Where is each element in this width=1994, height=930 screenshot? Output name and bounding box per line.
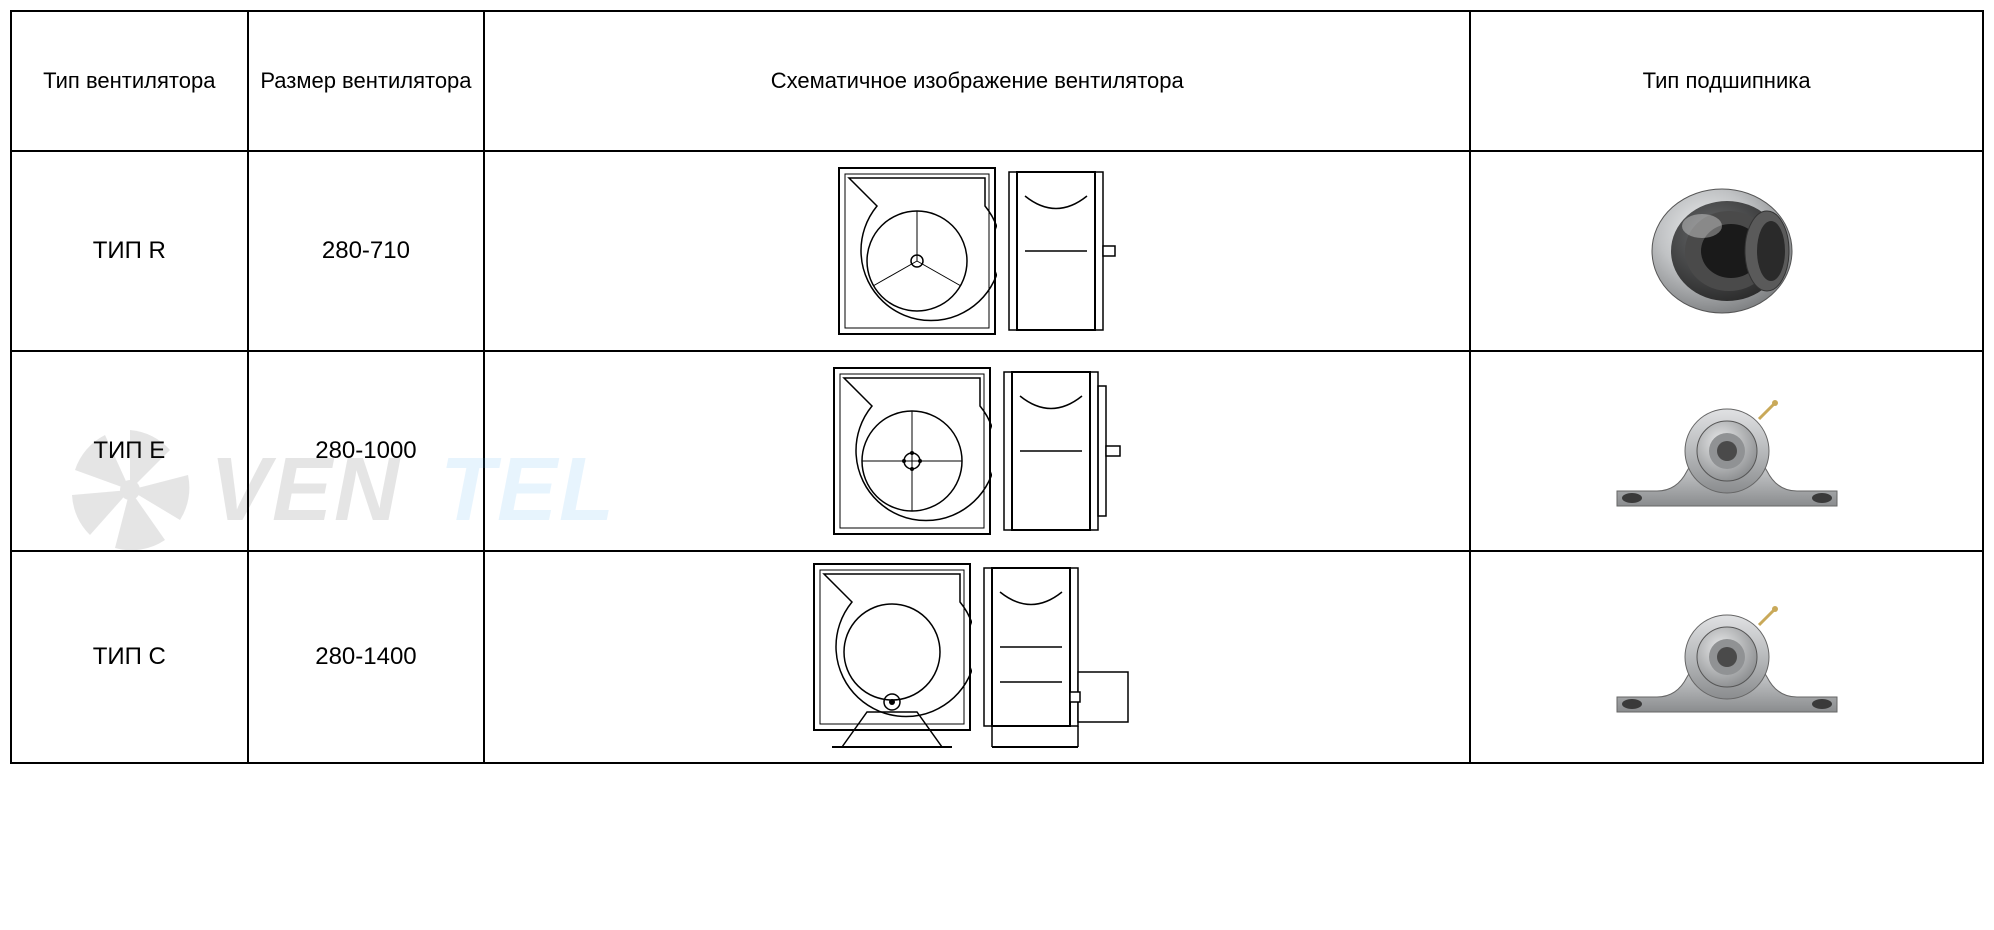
cell-schematic <box>484 351 1470 551</box>
table-row: ТИП E 280-1000 <box>11 351 1983 551</box>
header-bearing-type: Тип подшипника <box>1470 11 1983 151</box>
header-fan-type: Тип вентилятора <box>11 11 248 151</box>
fan-schematic-side-icon <box>1007 166 1117 336</box>
fan-schematic-front-icon <box>812 562 972 752</box>
cell-bearing <box>1470 551 1983 763</box>
fan-schematic-front-icon <box>832 366 992 536</box>
fan-schematic-front-icon <box>837 166 997 336</box>
header-row: Тип вентилятора Размер вентилятора Схема… <box>11 11 1983 151</box>
cell-bearing <box>1470 351 1983 551</box>
cell-size: 280-710 <box>248 151 485 351</box>
cell-schematic <box>484 151 1470 351</box>
cell-size: 280-1400 <box>248 551 485 763</box>
fan-table: Тип вентилятора Размер вентилятора Схема… <box>10 10 1984 764</box>
fan-schematic-side-icon <box>982 562 1142 752</box>
header-schematic: Схематичное изображение вентилятора <box>484 11 1470 151</box>
header-fan-size: Размер вентилятора <box>248 11 485 151</box>
cell-type: ТИП C <box>11 551 248 763</box>
table-row: ТИП R 280-710 <box>11 151 1983 351</box>
insert-bearing-icon <box>1627 176 1827 326</box>
pillow-bearing-icon <box>1597 592 1857 722</box>
cell-type: ТИП E <box>11 351 248 551</box>
cell-size: 280-1000 <box>248 351 485 551</box>
cell-schematic <box>484 551 1470 763</box>
cell-bearing <box>1470 151 1983 351</box>
fan-schematic-side-icon <box>1002 366 1122 536</box>
cell-type: ТИП R <box>11 151 248 351</box>
pillow-bearing-icon <box>1597 386 1857 516</box>
table-row: ТИП C 280-1400 <box>11 551 1983 763</box>
